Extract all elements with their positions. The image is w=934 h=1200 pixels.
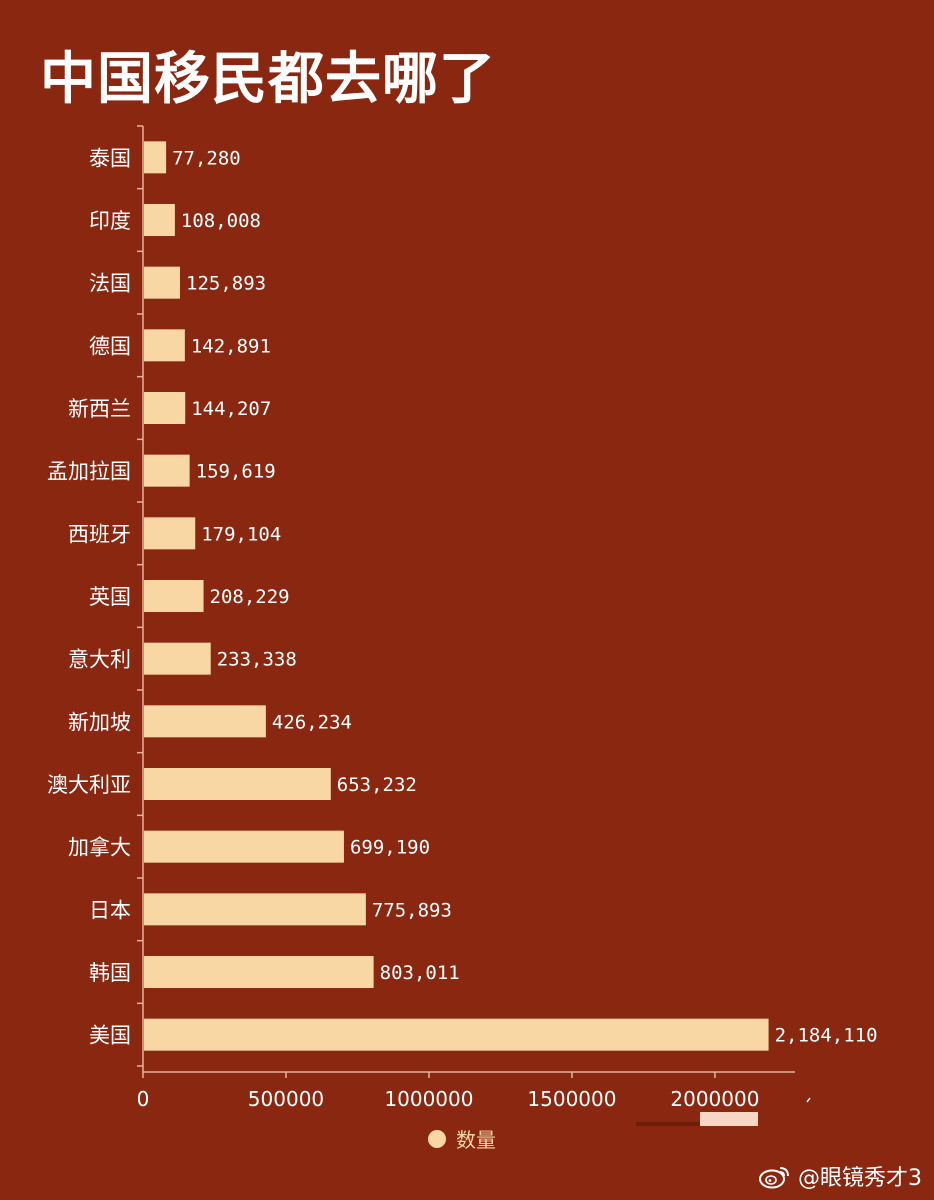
bar — [144, 642, 211, 675]
weibo-icon — [759, 1167, 789, 1189]
watermark-text: @眼镜秀才3 — [798, 1166, 922, 1191]
legend-swatch — [428, 1129, 446, 1148]
category-label: 新西兰 — [68, 397, 131, 421]
value-label: 699,190 — [350, 837, 430, 859]
value-label: 144,207 — [191, 398, 271, 420]
bar — [144, 705, 266, 738]
x-tick-label: 1000000 — [384, 1087, 473, 1111]
value-label: 77,280 — [172, 147, 241, 169]
category-label: 美国 — [89, 1024, 131, 1048]
value-label: 179,104 — [201, 523, 281, 545]
category-label: 澳大利亚 — [47, 773, 131, 797]
watermark: @眼镜秀才3 — [758, 1160, 922, 1192]
value-label: 2,184,110 — [775, 1025, 878, 1047]
watermark-strip — [636, 1112, 758, 1128]
bar — [144, 1018, 769, 1051]
bar — [144, 768, 331, 800]
bar — [144, 204, 175, 236]
category-label: 加拿大 — [68, 836, 131, 860]
category-label: 德国 — [89, 334, 131, 358]
legend-label: 数量 — [456, 1128, 496, 1152]
value-label: 208,229 — [210, 586, 290, 608]
x-tick-label: 500000 — [248, 1087, 324, 1111]
value-label: 142,891 — [191, 335, 271, 357]
value-label: 653,232 — [337, 774, 417, 796]
value-label: 108,008 — [181, 210, 261, 232]
value-label: 775,893 — [372, 899, 452, 921]
category-label: 意大利 — [68, 648, 131, 672]
bar — [144, 266, 181, 299]
category-label: 孟加拉国 — [47, 460, 131, 484]
value-label: 803,011 — [380, 962, 460, 984]
x-tick-label: 2000000 — [670, 1087, 759, 1111]
bar — [144, 893, 366, 926]
bar — [144, 329, 185, 362]
x-tick-label: 1500000 — [527, 1087, 616, 1111]
bar — [144, 956, 374, 988]
value-label: 125,893 — [186, 273, 266, 295]
value-label: 426,234 — [272, 711, 352, 733]
legend[interactable]: 数量 — [428, 1124, 496, 1153]
bar — [144, 141, 167, 174]
category-label: 印度 — [89, 209, 131, 233]
bar — [144, 517, 196, 550]
category-label: 英国 — [89, 585, 131, 609]
category-label: 法国 — [89, 272, 131, 296]
value-label: 233,338 — [217, 649, 297, 671]
category-label: 新加坡 — [68, 710, 131, 734]
category-label: 日本 — [89, 898, 131, 922]
bar — [144, 830, 344, 863]
category-label: 韩国 — [89, 961, 131, 985]
category-label: 西班牙 — [68, 522, 131, 546]
category-label: 泰国 — [89, 146, 131, 170]
x-tick-label: 0 — [137, 1087, 150, 1111]
axis-end-mark — [806, 1097, 811, 1103]
value-label: 159,619 — [196, 461, 276, 483]
bar — [144, 454, 190, 487]
chart-title: 中国移民都去哪了 — [40, 47, 496, 112]
bar — [144, 392, 186, 424]
bar — [144, 580, 204, 612]
